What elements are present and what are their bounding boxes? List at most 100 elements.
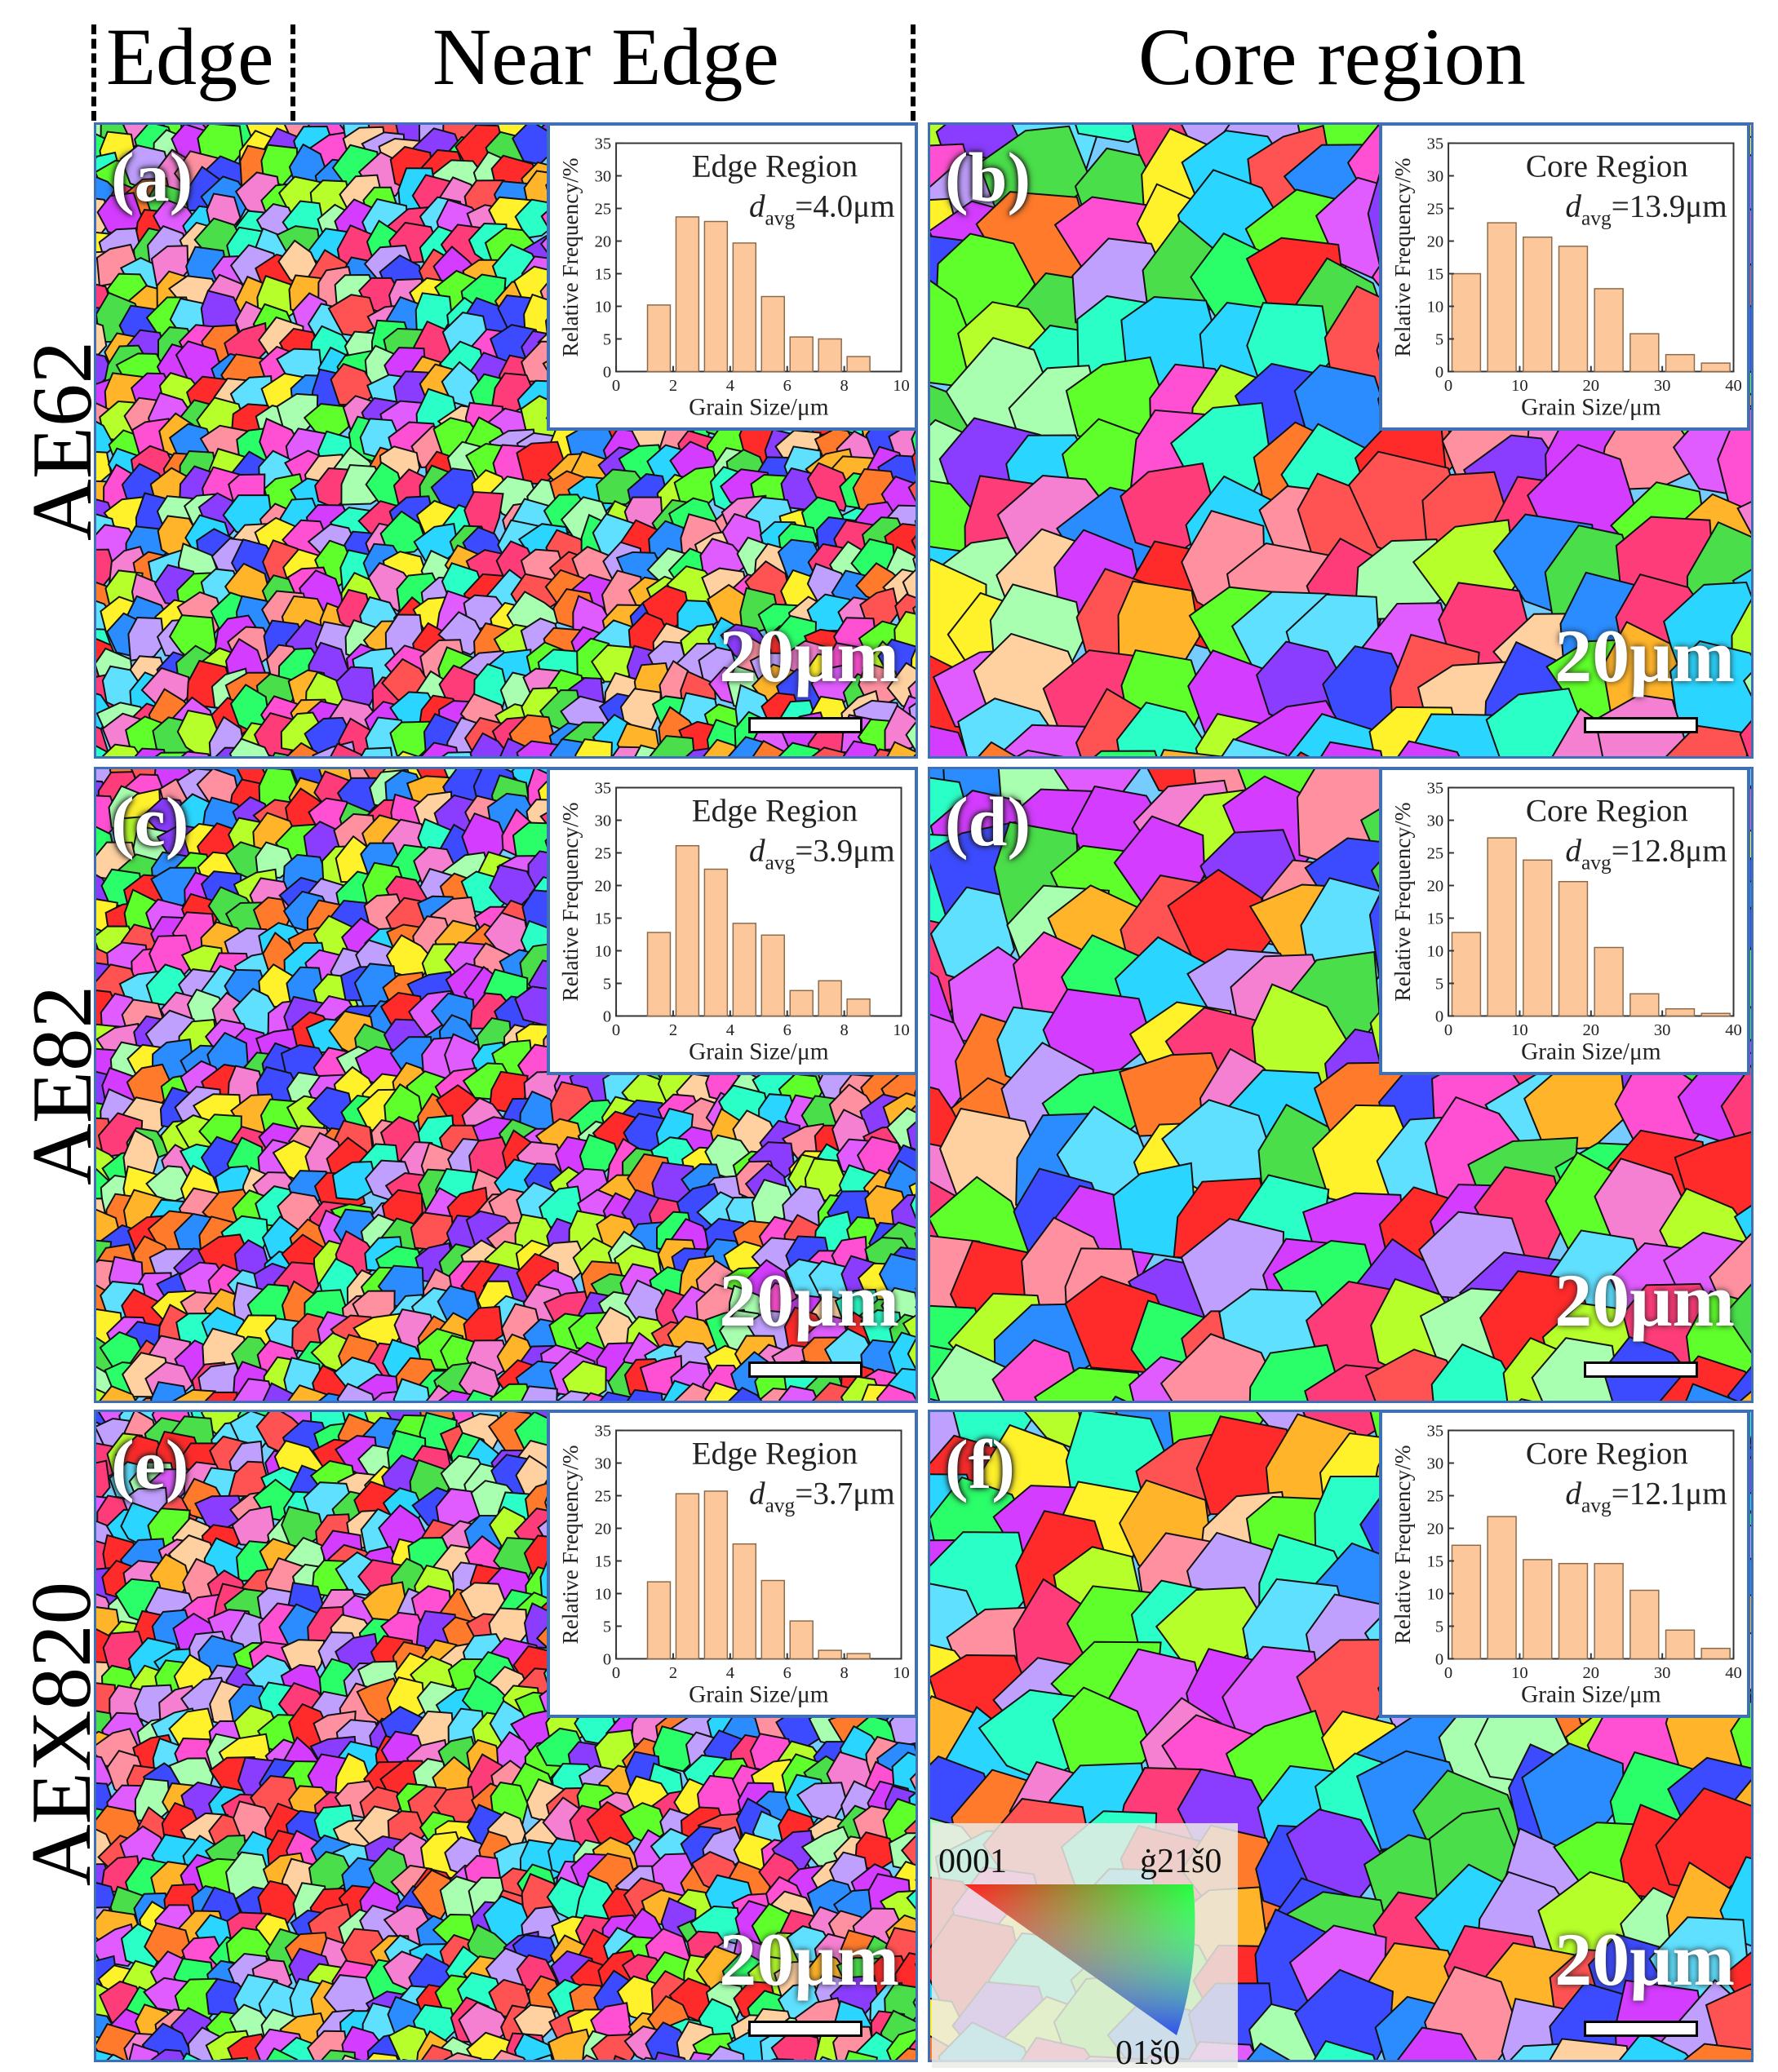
x-axis-label: Grain Size/μm	[689, 1681, 829, 1707]
histogram-bar	[1594, 947, 1623, 1016]
ipf-label-1210: ġ21š0	[1140, 1843, 1222, 1880]
histogram-bar	[1559, 1564, 1587, 1659]
average-grain-size: davg=3.7μm	[749, 1477, 895, 1517]
x-tick-label: 4	[726, 1664, 734, 1682]
y-tick-label: 10	[595, 1585, 612, 1603]
histogram-title: Core Region	[1526, 1437, 1688, 1472]
y-tick-label: 10	[595, 942, 612, 960]
y-tick-label: 15	[1427, 1552, 1444, 1570]
x-axis-label: Grain Size/μm	[689, 1038, 829, 1065]
histogram-bar	[1666, 355, 1695, 372]
average-grain-size: davg=12.1μm	[1565, 1477, 1727, 1517]
y-axis-label: Relative Frequency/%	[558, 1445, 583, 1644]
y-tick-label: 0	[603, 1007, 611, 1025]
y-tick-label: 25	[1427, 1487, 1444, 1505]
x-tick-label: 6	[783, 377, 791, 395]
x-tick-label: 10	[893, 1664, 910, 1682]
y-tick-label: 15	[1427, 910, 1444, 928]
histogram-title: Edge Region	[692, 794, 858, 829]
x-axis-label: Grain Size/μm	[1521, 1681, 1661, 1707]
histogram-bar	[1594, 289, 1623, 372]
histogram-bar	[1452, 1545, 1480, 1658]
y-tick-label: 30	[595, 167, 612, 185]
header-core-region: Core region	[1138, 16, 1526, 98]
histogram-bar	[676, 846, 698, 1016]
y-tick-label: 0	[603, 363, 611, 381]
y-tick-label: 0	[1435, 363, 1443, 381]
y-tick-label: 35	[1427, 779, 1444, 797]
divider-right	[911, 24, 916, 121]
x-tick-label: 0	[1444, 377, 1452, 395]
y-tick-label: 20	[595, 1520, 612, 1538]
y-tick-label: 25	[595, 200, 612, 218]
histogram-bar	[1523, 860, 1552, 1016]
x-tick-label: 0	[612, 1664, 620, 1682]
y-tick-label: 35	[1427, 1422, 1444, 1440]
y-tick-label: 35	[1427, 135, 1444, 153]
histogram-title: Core Region	[1526, 794, 1688, 829]
histogram-title: Edge Region	[692, 149, 858, 184]
x-tick-label: 2	[669, 377, 677, 395]
x-tick-label: 10	[1511, 377, 1528, 395]
scale-bar-label: 20μm	[1554, 1257, 1735, 1344]
y-tick-label: 10	[1427, 298, 1444, 316]
x-tick-label: 0	[612, 1021, 620, 1039]
y-tick-label: 35	[595, 779, 612, 797]
scale-bar-label: 20μm	[1554, 613, 1735, 699]
histogram-bar	[676, 1494, 698, 1658]
histogram-bar	[790, 337, 813, 371]
x-tick-label: 8	[840, 1021, 848, 1039]
x-tick-label: 30	[1654, 1664, 1671, 1682]
histogram-bar	[1559, 882, 1587, 1016]
y-tick-label: 10	[1427, 1585, 1444, 1603]
y-tick-label: 25	[1427, 200, 1444, 218]
x-tick-label: 40	[1725, 1021, 1742, 1039]
histogram-bar	[818, 339, 841, 371]
y-tick-label: 10	[595, 298, 612, 316]
x-tick-label: 2	[669, 1664, 677, 1682]
histogram-bar	[761, 296, 784, 371]
histogram-bar	[1701, 363, 1730, 371]
y-tick-label: 0	[1435, 1007, 1443, 1025]
average-grain-size: davg=4.0μm	[749, 189, 895, 230]
x-tick-label: 4	[726, 1021, 734, 1039]
histogram-bar	[733, 1544, 756, 1659]
histogram-bar	[1666, 1009, 1695, 1016]
panel-letter: (f)	[945, 1423, 1015, 1505]
panel-letter: (d)	[945, 781, 1031, 862]
y-tick-label: 25	[595, 1487, 612, 1505]
y-tick-label: 30	[595, 812, 612, 830]
y-tick-label: 30	[1427, 167, 1444, 185]
histogram-bar	[1630, 994, 1659, 1016]
histogram-bar	[733, 243, 756, 372]
histogram-bar	[1630, 1590, 1659, 1658]
histogram-bar	[818, 981, 841, 1016]
y-tick-label: 15	[1427, 265, 1444, 283]
panel-letter: (a)	[111, 136, 193, 218]
histogram-bar	[1701, 1013, 1730, 1016]
y-tick-label: 15	[595, 910, 612, 928]
y-tick-label: 10	[1427, 942, 1444, 960]
average-grain-size: davg=12.8μm	[1565, 834, 1727, 874]
y-tick-label: 20	[1427, 877, 1444, 895]
histogram-bar	[790, 1621, 813, 1658]
histogram-bar	[790, 990, 813, 1016]
y-tick-label: 35	[595, 135, 612, 153]
x-axis-label: Grain Size/μm	[1521, 394, 1661, 420]
ipf-label-0001: 0001	[938, 1843, 1007, 1880]
y-axis-label: Relative Frequency/%	[1390, 157, 1415, 356]
y-tick-label: 0	[1435, 1650, 1443, 1668]
x-tick-label: 0	[1444, 1021, 1452, 1039]
histogram-bar	[1523, 1560, 1552, 1659]
scale-bar	[1584, 717, 1698, 733]
header-edge: Edge	[106, 16, 273, 98]
histogram-title: Edge Region	[692, 1437, 858, 1472]
histogram-bar	[733, 923, 756, 1016]
y-tick-label: 5	[603, 1618, 611, 1636]
y-tick-label: 5	[1435, 1618, 1443, 1636]
histogram-bar	[704, 1491, 727, 1659]
divider-mid	[290, 24, 295, 121]
average-grain-size: davg=3.9μm	[749, 834, 895, 874]
x-tick-label: 10	[1511, 1664, 1528, 1682]
